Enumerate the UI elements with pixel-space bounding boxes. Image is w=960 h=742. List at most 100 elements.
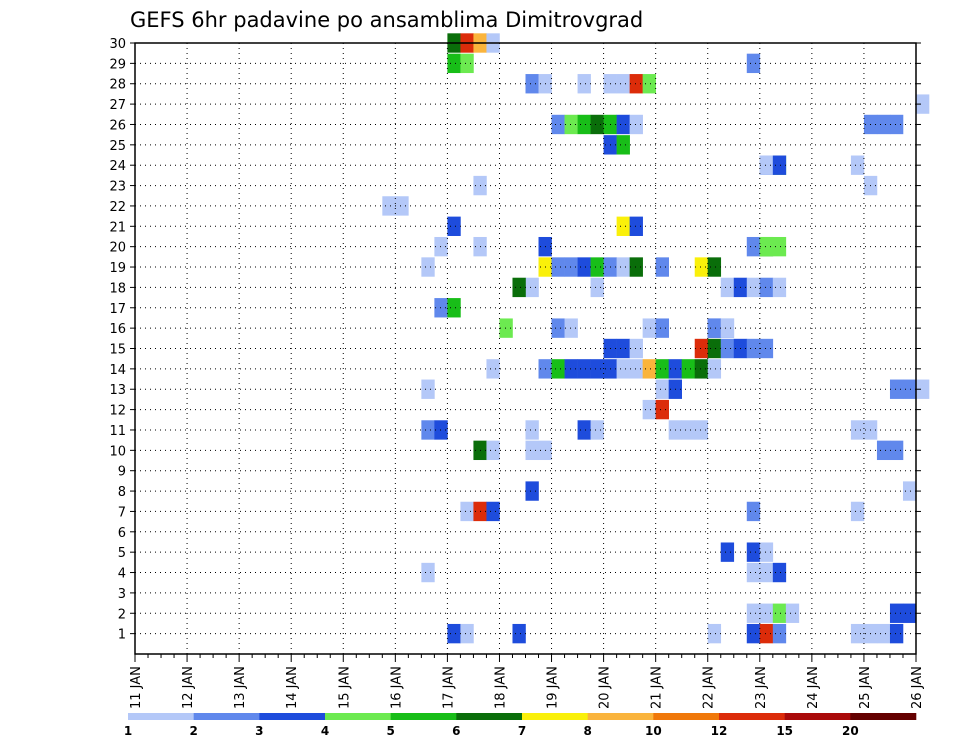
heatmap-cell: [720, 338, 735, 359]
heatmap-cell: [421, 562, 435, 583]
heatmap-cell: [694, 257, 709, 277]
y-tick-label: 5: [118, 546, 126, 561]
heatmap-cell: [525, 277, 539, 298]
heatmap-cell: [746, 623, 761, 644]
heatmap-cell: [421, 379, 435, 399]
x-tick-label: 14 JAN: [285, 666, 300, 709]
heatmap-cell: [590, 114, 604, 135]
heatmap-cell: [902, 379, 917, 399]
heatmap-cell: [889, 114, 904, 135]
heatmap-cell: [590, 257, 604, 277]
heatmap-cell: [551, 114, 565, 135]
heatmap-cell: [421, 420, 435, 440]
heatmap-cell: [889, 440, 904, 461]
heatmap-cell: [486, 359, 500, 379]
heatmap-cell: [876, 440, 891, 461]
heatmap-cell: [746, 277, 761, 298]
colorbar-segment: [128, 713, 194, 720]
colorbar-segment: [719, 713, 785, 720]
heatmap-cell: [850, 623, 865, 644]
heatmap-cell: [902, 603, 917, 623]
heatmap-cell: [564, 114, 578, 135]
heatmap-cell: [759, 277, 774, 298]
heatmap-cell: [916, 379, 930, 399]
heatmap-cell: [916, 94, 930, 114]
heatmap-cell: [694, 420, 709, 440]
heatmap-cell: [577, 74, 591, 94]
heatmap-cell: [590, 359, 604, 379]
y-tick-label: 30: [109, 37, 126, 52]
colorbar-segment: [390, 713, 457, 720]
y-tick-label: 22: [109, 200, 126, 215]
colorbar-label: 3: [255, 724, 263, 738]
heatmap-cell: [460, 623, 474, 644]
heatmap-cell: [525, 481, 539, 501]
heatmap-cell: [551, 257, 565, 277]
heatmap-cell: [889, 623, 904, 644]
x-tick-label: 22 JAN: [702, 666, 717, 709]
y-tick-label: 13: [109, 383, 126, 398]
chart-title: GEFS 6hr padavine po ansamblima Dimitrov…: [130, 8, 643, 32]
y-axis: 1234567891011121314151617181920212223242…: [109, 37, 921, 643]
colorbar-segment: [850, 713, 917, 720]
heatmap-cell: [629, 359, 643, 379]
heatmap-cell: [421, 257, 435, 277]
colorbar-label: 12: [711, 724, 728, 738]
colorbar-segment: [522, 713, 588, 720]
heatmap-cell: [772, 562, 787, 583]
heatmap-cell: [681, 420, 696, 440]
heatmap-cell: [850, 420, 865, 440]
colorbar-segment: [325, 713, 391, 720]
heatmap-cell: [447, 53, 461, 74]
x-tick-label: 13 JAN: [233, 666, 248, 709]
heatmap-cell: [395, 196, 409, 216]
y-tick-label: 12: [109, 404, 126, 419]
y-tick-label: 16: [109, 322, 126, 337]
y-tick-label: 26: [109, 118, 126, 133]
heatmap-cell: [616, 114, 630, 135]
heatmap-cell: [577, 420, 591, 440]
x-tick-label: 19 JAN: [546, 666, 561, 709]
heatmap-cell: [577, 257, 591, 277]
y-tick-label: 7: [118, 505, 126, 520]
heatmap-cell: [889, 603, 904, 623]
y-tick-label: 20: [109, 241, 126, 256]
heatmap-cell: [902, 481, 917, 501]
heatmap-cell: [564, 318, 578, 338]
y-tick-label: 6: [118, 526, 126, 541]
heatmap-cell: [629, 257, 643, 277]
colorbar-segment: [193, 713, 260, 720]
heatmap-cell: [772, 155, 787, 175]
heatmap-cell: [564, 257, 578, 277]
heatmap-cell: [629, 338, 643, 359]
heatmap-cell: [759, 562, 774, 583]
colorbar-label: 15: [776, 724, 793, 738]
x-tick-label: 24 JAN: [806, 666, 821, 709]
heatmap-cell: [642, 318, 656, 338]
x-tick-label: 15 JAN: [337, 666, 352, 709]
heatmap-cell: [746, 562, 761, 583]
y-tick-label: 3: [118, 587, 126, 602]
colorbar-label: 5: [386, 724, 394, 738]
colorbar-label: 4: [321, 724, 329, 738]
colorbar-label: 2: [189, 724, 197, 738]
heatmap-cell: [616, 74, 630, 94]
cells-layer: [382, 33, 930, 644]
y-tick-label: 23: [109, 180, 126, 195]
heatmap-cell: [655, 318, 669, 338]
heatmap-cell: [642, 359, 656, 379]
y-tick-label: 2: [118, 607, 126, 622]
heatmap-cell: [746, 603, 761, 623]
y-tick-label: 10: [109, 444, 126, 459]
heatmap-cell: [460, 53, 474, 74]
heatmap-cell: [577, 114, 591, 135]
colorbar-label: 6: [452, 724, 460, 738]
heatmap-cell: [512, 277, 526, 298]
x-tick-label: 20 JAN: [598, 666, 613, 709]
heatmap-cell: [486, 440, 500, 461]
heatmap-cell: [772, 236, 787, 257]
heatmap-cell: [850, 155, 865, 175]
heatmap-cell: [759, 603, 774, 623]
heatmap-cell: [616, 216, 630, 236]
